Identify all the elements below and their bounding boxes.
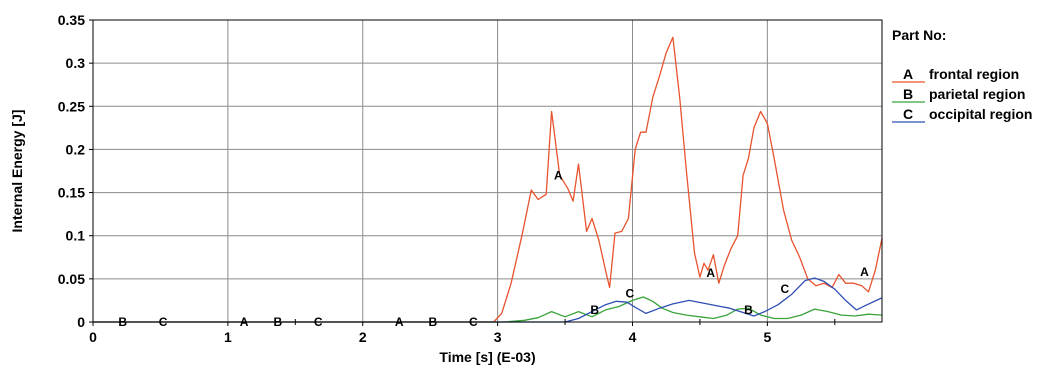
y-axis-title: Internal Energy [J] xyxy=(9,110,25,233)
x-axis-title: Time [s] (E-03) xyxy=(439,349,535,365)
legend-label: frontal region xyxy=(929,66,1019,82)
y-tick-label: 0.25 xyxy=(58,98,85,114)
x-tick-label: 4 xyxy=(629,329,637,345)
grid-lines xyxy=(93,20,882,322)
x-tick-label: 3 xyxy=(494,329,502,345)
y-tick-label: 0.15 xyxy=(58,185,85,201)
y-axis: 0 0.05 0.1 0.15 0.2 0.25 0.3 0.35 xyxy=(58,12,93,330)
legend-label: parietal region xyxy=(929,86,1025,102)
x-tick-label: 5 xyxy=(763,329,771,345)
y-tick-label: 0.3 xyxy=(66,55,86,71)
series-marker-a: A xyxy=(860,265,869,279)
y-tick-label: 0.05 xyxy=(58,271,85,287)
legend-marker: B xyxy=(903,86,913,102)
y-tick-label: 0.1 xyxy=(66,228,86,244)
legend-title: Part No: xyxy=(892,27,946,43)
series-marker-c: C xyxy=(781,282,790,296)
x-axis: 0 1 2 3 4 5 xyxy=(89,319,836,345)
series-line-c xyxy=(93,277,883,323)
x-tick-label: 2 xyxy=(359,329,367,345)
legend-marker: C xyxy=(903,106,913,122)
series-marker-c: C xyxy=(625,287,634,301)
x-tick-label: 0 xyxy=(89,329,97,345)
legend-marker: A xyxy=(903,66,913,82)
x-tick-label: 1 xyxy=(224,329,232,345)
plot-frame xyxy=(92,19,883,323)
series-line-a xyxy=(93,36,883,323)
series-line-b xyxy=(93,296,883,323)
y-tick-label: 0 xyxy=(77,314,85,330)
y-tick-label: 0.35 xyxy=(58,12,85,28)
series-marker-a: A xyxy=(706,266,715,280)
series-marker-b: B xyxy=(590,303,599,317)
series-marker-a: A xyxy=(554,168,563,182)
series-marker-b: B xyxy=(744,303,753,317)
y-tick-label: 0.2 xyxy=(66,141,86,157)
series-lines xyxy=(93,36,883,323)
legend-label: occipital region xyxy=(929,106,1032,122)
